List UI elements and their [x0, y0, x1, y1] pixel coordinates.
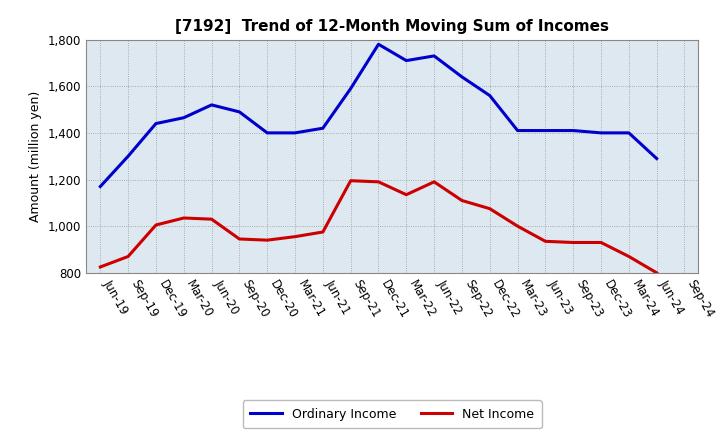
Net Income — [402, 192, 410, 197]
Line: Ordinary Income: Ordinary Income — [100, 44, 657, 187]
Net Income — [374, 179, 383, 184]
Ordinary Income — [458, 74, 467, 80]
Ordinary Income — [402, 58, 410, 63]
Net Income — [318, 229, 327, 235]
Net Income — [458, 198, 467, 203]
Ordinary Income — [263, 130, 271, 136]
Net Income — [152, 222, 161, 227]
Net Income — [569, 240, 577, 245]
Ordinary Income — [624, 130, 633, 136]
Net Income — [207, 216, 216, 222]
Net Income — [652, 270, 661, 275]
Net Income — [597, 240, 606, 245]
Net Income — [513, 224, 522, 229]
Y-axis label: Amount (million yen): Amount (million yen) — [30, 91, 42, 222]
Ordinary Income — [541, 128, 550, 133]
Line: Net Income: Net Income — [100, 181, 657, 273]
Ordinary Income — [152, 121, 161, 126]
Ordinary Income — [179, 115, 188, 121]
Net Income — [235, 236, 243, 242]
Net Income — [291, 234, 300, 239]
Ordinary Income — [513, 128, 522, 133]
Ordinary Income — [430, 53, 438, 59]
Ordinary Income — [96, 184, 104, 189]
Net Income — [96, 264, 104, 270]
Net Income — [124, 254, 132, 259]
Net Income — [430, 179, 438, 184]
Net Income — [179, 215, 188, 220]
Net Income — [541, 238, 550, 244]
Ordinary Income — [569, 128, 577, 133]
Net Income — [485, 206, 494, 211]
Net Income — [346, 178, 355, 183]
Legend: Ordinary Income, Net Income: Ordinary Income, Net Income — [243, 400, 542, 428]
Ordinary Income — [374, 42, 383, 47]
Ordinary Income — [291, 130, 300, 136]
Ordinary Income — [485, 93, 494, 98]
Net Income — [624, 254, 633, 259]
Ordinary Income — [597, 130, 606, 136]
Ordinary Income — [235, 109, 243, 114]
Ordinary Income — [318, 125, 327, 131]
Ordinary Income — [652, 156, 661, 161]
Title: [7192]  Trend of 12-Month Moving Sum of Incomes: [7192] Trend of 12-Month Moving Sum of I… — [176, 19, 609, 34]
Ordinary Income — [346, 86, 355, 91]
Net Income — [263, 238, 271, 243]
Ordinary Income — [207, 102, 216, 107]
Ordinary Income — [124, 154, 132, 159]
